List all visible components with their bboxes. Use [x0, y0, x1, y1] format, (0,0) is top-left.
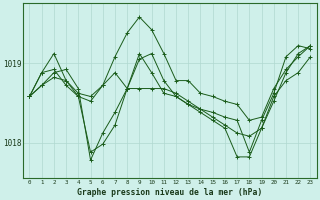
X-axis label: Graphe pression niveau de la mer (hPa): Graphe pression niveau de la mer (hPa) [77, 188, 263, 197]
